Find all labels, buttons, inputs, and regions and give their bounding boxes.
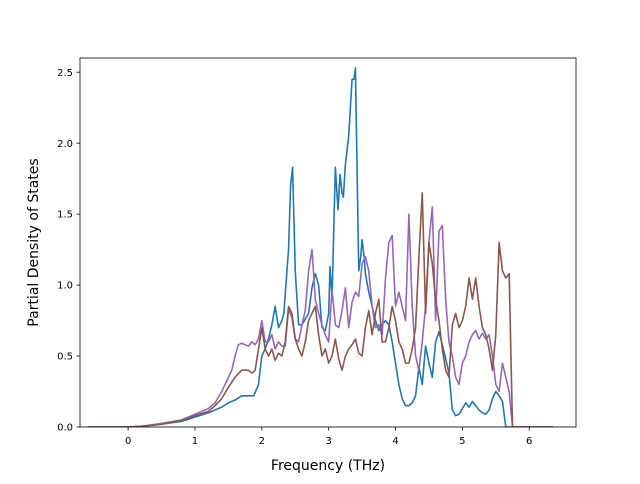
y-tick-label: 2.0 — [57, 139, 73, 150]
series-layer — [87, 67, 554, 427]
x-tick-label: 0 — [125, 436, 131, 447]
y-tick-label: 0.5 — [57, 352, 73, 363]
y-axis-label: Partial Density of States — [26, 158, 42, 326]
y-tick-label: 1.0 — [57, 281, 73, 292]
x-tick-label: 6 — [526, 436, 532, 447]
series-line-2 — [87, 206, 554, 427]
x-tick-label: 3 — [325, 436, 331, 447]
x-tick-label: 1 — [192, 436, 198, 447]
y-tick-label: 0.0 — [57, 423, 73, 434]
series-line-1 — [87, 67, 554, 427]
plot-frame — [79, 57, 577, 428]
x-tick-label: 4 — [392, 436, 398, 447]
y-tick-label: 2.5 — [57, 68, 73, 79]
y-tick-label: 1.5 — [57, 210, 73, 221]
series-line-3 — [87, 192, 554, 427]
x-tick-label: 5 — [459, 436, 465, 447]
x-tick-label: 2 — [259, 436, 265, 447]
x-axis-ticks: 0 1 2 3 4 5 6 — [125, 427, 532, 447]
x-axis-label: Frequency (THz) — [271, 458, 385, 474]
y-axis-ticks: 0.0 0.5 1.0 1.5 2.0 2.5 — [57, 68, 80, 434]
